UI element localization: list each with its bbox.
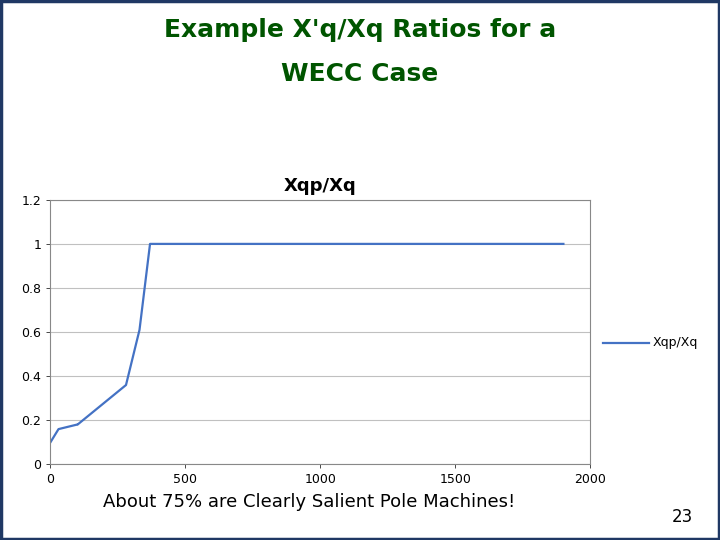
Text: Example X'q/Xq Ratios for a: Example X'q/Xq Ratios for a	[164, 18, 556, 42]
Title: Xqp/Xq: Xqp/Xq	[284, 178, 357, 195]
Text: 23: 23	[672, 508, 693, 526]
Text: WECC Case: WECC Case	[282, 62, 438, 86]
Text: Xqp/Xq: Xqp/Xq	[653, 336, 698, 349]
Text: About 75% are Clearly Salient Pole Machines!: About 75% are Clearly Salient Pole Machi…	[104, 493, 516, 511]
